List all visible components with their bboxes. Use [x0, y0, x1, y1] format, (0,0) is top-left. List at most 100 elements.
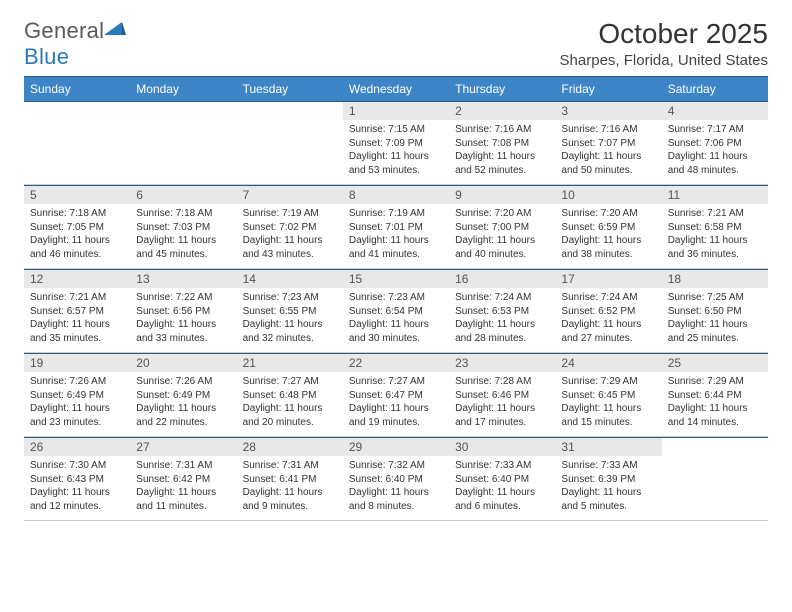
day-details: Sunrise: 7:29 AMSunset: 6:44 PMDaylight:… — [662, 372, 768, 432]
day-number: 19 — [24, 354, 130, 372]
day-number: 25 — [662, 354, 768, 372]
day-number: 16 — [449, 270, 555, 288]
calendar-day-cell: 11Sunrise: 7:21 AMSunset: 6:58 PMDayligh… — [662, 185, 768, 269]
calendar-week-row: 19Sunrise: 7:26 AMSunset: 6:49 PMDayligh… — [24, 353, 768, 437]
day-number: 15 — [343, 270, 449, 288]
calendar-day-cell: 12Sunrise: 7:21 AMSunset: 6:57 PMDayligh… — [24, 269, 130, 353]
day-number: 17 — [555, 270, 661, 288]
calendar-empty-cell — [24, 101, 130, 185]
day-details: Sunrise: 7:26 AMSunset: 6:49 PMDaylight:… — [24, 372, 130, 432]
day-number: 18 — [662, 270, 768, 288]
day-details: Sunrise: 7:19 AMSunset: 7:02 PMDaylight:… — [237, 204, 343, 264]
logo: General Blue — [24, 18, 126, 70]
day-details: Sunrise: 7:28 AMSunset: 6:46 PMDaylight:… — [449, 372, 555, 432]
logo-triangle-icon — [104, 20, 126, 38]
calendar-day-cell: 19Sunrise: 7:26 AMSunset: 6:49 PMDayligh… — [24, 353, 130, 437]
calendar-day-cell: 24Sunrise: 7:29 AMSunset: 6:45 PMDayligh… — [555, 353, 661, 437]
day-number: 1 — [343, 102, 449, 120]
day-details: Sunrise: 7:19 AMSunset: 7:01 PMDaylight:… — [343, 204, 449, 264]
weekday-header: Wednesday — [343, 76, 449, 101]
calendar-day-cell: 18Sunrise: 7:25 AMSunset: 6:50 PMDayligh… — [662, 269, 768, 353]
day-number: 11 — [662, 186, 768, 204]
calendar-day-cell: 1Sunrise: 7:15 AMSunset: 7:09 PMDaylight… — [343, 101, 449, 185]
day-number: 2 — [449, 102, 555, 120]
logo-word1: General — [24, 18, 104, 43]
calendar-day-cell: 22Sunrise: 7:27 AMSunset: 6:47 PMDayligh… — [343, 353, 449, 437]
day-details: Sunrise: 7:16 AMSunset: 7:08 PMDaylight:… — [449, 120, 555, 180]
day-number: 7 — [237, 186, 343, 204]
day-details: Sunrise: 7:32 AMSunset: 6:40 PMDaylight:… — [343, 456, 449, 516]
calendar-day-cell: 4Sunrise: 7:17 AMSunset: 7:06 PMDaylight… — [662, 101, 768, 185]
day-details: Sunrise: 7:16 AMSunset: 7:07 PMDaylight:… — [555, 120, 661, 180]
day-number: 3 — [555, 102, 661, 120]
day-details: Sunrise: 7:27 AMSunset: 6:47 PMDaylight:… — [343, 372, 449, 432]
calendar-day-cell: 15Sunrise: 7:23 AMSunset: 6:54 PMDayligh… — [343, 269, 449, 353]
calendar-table: SundayMondayTuesdayWednesdayThursdayFrid… — [24, 76, 768, 521]
day-details: Sunrise: 7:18 AMSunset: 7:05 PMDaylight:… — [24, 204, 130, 264]
weekday-header: Thursday — [449, 76, 555, 101]
day-number: 21 — [237, 354, 343, 372]
day-details: Sunrise: 7:15 AMSunset: 7:09 PMDaylight:… — [343, 120, 449, 180]
calendar-day-cell: 9Sunrise: 7:20 AMSunset: 7:00 PMDaylight… — [449, 185, 555, 269]
calendar-week-row: 12Sunrise: 7:21 AMSunset: 6:57 PMDayligh… — [24, 269, 768, 353]
calendar-day-cell: 27Sunrise: 7:31 AMSunset: 6:42 PMDayligh… — [130, 437, 236, 521]
day-details: Sunrise: 7:31 AMSunset: 6:42 PMDaylight:… — [130, 456, 236, 516]
header: General Blue October 2025 Sharpes, Flori… — [24, 18, 768, 70]
calendar-day-cell: 21Sunrise: 7:27 AMSunset: 6:48 PMDayligh… — [237, 353, 343, 437]
day-number: 13 — [130, 270, 236, 288]
month-title: October 2025 — [560, 18, 768, 50]
weekday-header: Saturday — [662, 76, 768, 101]
day-details: Sunrise: 7:33 AMSunset: 6:40 PMDaylight:… — [449, 456, 555, 516]
logo-word2: Blue — [24, 44, 69, 69]
day-number: 9 — [449, 186, 555, 204]
day-number: 24 — [555, 354, 661, 372]
day-details: Sunrise: 7:31 AMSunset: 6:41 PMDaylight:… — [237, 456, 343, 516]
day-details: Sunrise: 7:20 AMSunset: 6:59 PMDaylight:… — [555, 204, 661, 264]
calendar-day-cell: 10Sunrise: 7:20 AMSunset: 6:59 PMDayligh… — [555, 185, 661, 269]
calendar-empty-cell — [237, 101, 343, 185]
day-details: Sunrise: 7:23 AMSunset: 6:54 PMDaylight:… — [343, 288, 449, 348]
day-details: Sunrise: 7:24 AMSunset: 6:52 PMDaylight:… — [555, 288, 661, 348]
day-number: 29 — [343, 438, 449, 456]
day-number: 8 — [343, 186, 449, 204]
day-details: Sunrise: 7:17 AMSunset: 7:06 PMDaylight:… — [662, 120, 768, 180]
day-number: 6 — [130, 186, 236, 204]
calendar-day-cell: 23Sunrise: 7:28 AMSunset: 6:46 PMDayligh… — [449, 353, 555, 437]
calendar-empty-cell — [130, 101, 236, 185]
calendar-day-cell: 26Sunrise: 7:30 AMSunset: 6:43 PMDayligh… — [24, 437, 130, 521]
calendar-day-cell: 8Sunrise: 7:19 AMSunset: 7:01 PMDaylight… — [343, 185, 449, 269]
day-details: Sunrise: 7:25 AMSunset: 6:50 PMDaylight:… — [662, 288, 768, 348]
weekday-header: Sunday — [24, 76, 130, 101]
calendar-day-cell: 7Sunrise: 7:19 AMSunset: 7:02 PMDaylight… — [237, 185, 343, 269]
day-number: 27 — [130, 438, 236, 456]
calendar-week-row: 26Sunrise: 7:30 AMSunset: 6:43 PMDayligh… — [24, 437, 768, 521]
day-number: 20 — [130, 354, 236, 372]
day-number: 31 — [555, 438, 661, 456]
calendar-day-cell: 20Sunrise: 7:26 AMSunset: 6:49 PMDayligh… — [130, 353, 236, 437]
calendar-day-cell: 3Sunrise: 7:16 AMSunset: 7:07 PMDaylight… — [555, 101, 661, 185]
calendar-day-cell: 25Sunrise: 7:29 AMSunset: 6:44 PMDayligh… — [662, 353, 768, 437]
calendar-week-row: 1Sunrise: 7:15 AMSunset: 7:09 PMDaylight… — [24, 101, 768, 185]
day-number: 22 — [343, 354, 449, 372]
calendar-empty-cell — [662, 437, 768, 521]
day-number: 12 — [24, 270, 130, 288]
weekday-header: Tuesday — [237, 76, 343, 101]
day-number: 28 — [237, 438, 343, 456]
calendar-day-cell: 31Sunrise: 7:33 AMSunset: 6:39 PMDayligh… — [555, 437, 661, 521]
day-details: Sunrise: 7:18 AMSunset: 7:03 PMDaylight:… — [130, 204, 236, 264]
day-number: 23 — [449, 354, 555, 372]
weekday-header: Friday — [555, 76, 661, 101]
day-number: 14 — [237, 270, 343, 288]
calendar-day-cell: 16Sunrise: 7:24 AMSunset: 6:53 PMDayligh… — [449, 269, 555, 353]
day-details: Sunrise: 7:24 AMSunset: 6:53 PMDaylight:… — [449, 288, 555, 348]
day-details: Sunrise: 7:30 AMSunset: 6:43 PMDaylight:… — [24, 456, 130, 516]
day-details: Sunrise: 7:22 AMSunset: 6:56 PMDaylight:… — [130, 288, 236, 348]
day-number: 5 — [24, 186, 130, 204]
weekday-header: Monday — [130, 76, 236, 101]
day-number: 4 — [662, 102, 768, 120]
day-details: Sunrise: 7:20 AMSunset: 7:00 PMDaylight:… — [449, 204, 555, 264]
calendar-day-cell: 2Sunrise: 7:16 AMSunset: 7:08 PMDaylight… — [449, 101, 555, 185]
location-text: Sharpes, Florida, United States — [560, 52, 768, 69]
calendar-day-cell: 6Sunrise: 7:18 AMSunset: 7:03 PMDaylight… — [130, 185, 236, 269]
weekday-header-row: SundayMondayTuesdayWednesdayThursdayFrid… — [24, 76, 768, 101]
